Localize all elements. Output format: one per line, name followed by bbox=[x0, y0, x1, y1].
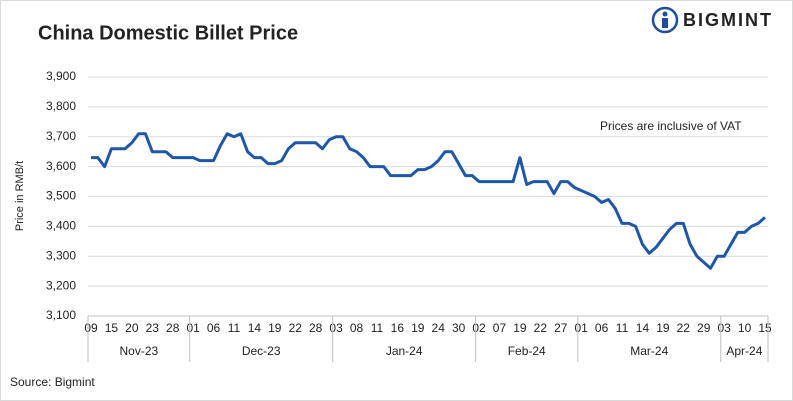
x-tick-label: 28 bbox=[309, 321, 323, 335]
logo-icon-head bbox=[662, 11, 668, 17]
month-label: Apr-24 bbox=[726, 344, 762, 358]
y-tick-label: 3,400 bbox=[46, 219, 76, 233]
x-tick-label: 23 bbox=[146, 321, 160, 335]
x-tick-label: 11 bbox=[371, 321, 384, 335]
x-tick-label: 30 bbox=[452, 321, 466, 335]
x-tick-label: 07 bbox=[493, 321, 507, 335]
x-tick-label: 10 bbox=[738, 321, 752, 335]
x-tick-label: 01 bbox=[575, 321, 589, 335]
x-tick-label: 11 bbox=[616, 321, 629, 335]
y-tick-label: 3,200 bbox=[46, 278, 76, 292]
month-label: Jan-24 bbox=[386, 344, 423, 358]
x-tick-label: 28 bbox=[166, 321, 180, 335]
x-tick-label: 29 bbox=[697, 321, 711, 335]
x-tick-label: 03 bbox=[329, 321, 343, 335]
y-tick-label: 3,800 bbox=[46, 99, 76, 113]
month-label: Nov-23 bbox=[120, 344, 159, 358]
x-tick-label: 01 bbox=[186, 321, 200, 335]
x-tick-label: 14 bbox=[636, 321, 650, 335]
source: Source: Bigmint bbox=[10, 375, 95, 389]
x-tick-label: 09 bbox=[84, 321, 98, 335]
price-line bbox=[91, 132, 766, 270]
x-tick-label: 19 bbox=[268, 321, 282, 335]
x-tick-label: 02 bbox=[472, 321, 486, 335]
x-tick-label: 15 bbox=[758, 321, 772, 335]
x-tick-label: 22 bbox=[677, 321, 691, 335]
y-tick-label: 3,900 bbox=[46, 69, 76, 83]
month-label: Mar-24 bbox=[630, 344, 668, 358]
y-tick-label: 3,500 bbox=[46, 189, 76, 203]
x-tick-label: 11 bbox=[228, 321, 241, 335]
x-tick-label: 16 bbox=[391, 321, 405, 335]
y-tick-label: 3,100 bbox=[46, 308, 76, 322]
month-label: Feb-24 bbox=[508, 344, 546, 358]
chart-title: China Domestic Billet Price bbox=[38, 22, 298, 44]
y-tick-label: 3,300 bbox=[46, 248, 76, 262]
month-label: Dec-23 bbox=[242, 344, 281, 358]
logo: BIGMINT bbox=[651, 6, 773, 34]
x-tick-label: 06 bbox=[595, 321, 609, 335]
x-tick-label: 08 bbox=[350, 321, 364, 335]
x-tick-label: 19 bbox=[656, 321, 670, 335]
x-tick-label: 22 bbox=[534, 321, 548, 335]
x-tick-label: 22 bbox=[289, 321, 303, 335]
y-axis-label: Price in RMB/t bbox=[14, 161, 26, 231]
x-tick-label: 14 bbox=[248, 321, 262, 335]
y-tick-label: 3,600 bbox=[46, 159, 76, 173]
logo-icon bbox=[651, 6, 679, 34]
logo-text: BIGMINT bbox=[683, 10, 773, 30]
y-tick-label: 3,700 bbox=[46, 129, 76, 143]
x-tick-label: 19 bbox=[411, 321, 425, 335]
x-tick-label: 24 bbox=[432, 321, 446, 335]
x-tick-label: 19 bbox=[513, 321, 527, 335]
logo-icon-body bbox=[662, 18, 668, 28]
x-tick-label: 06 bbox=[207, 321, 221, 335]
x-tick-label: 20 bbox=[125, 321, 139, 335]
x-tick-label: 03 bbox=[717, 321, 731, 335]
annotation: Prices are inclusive of VAT bbox=[600, 119, 742, 133]
x-tick-label: 27 bbox=[554, 321, 568, 335]
x-tick-label: 15 bbox=[105, 321, 119, 335]
